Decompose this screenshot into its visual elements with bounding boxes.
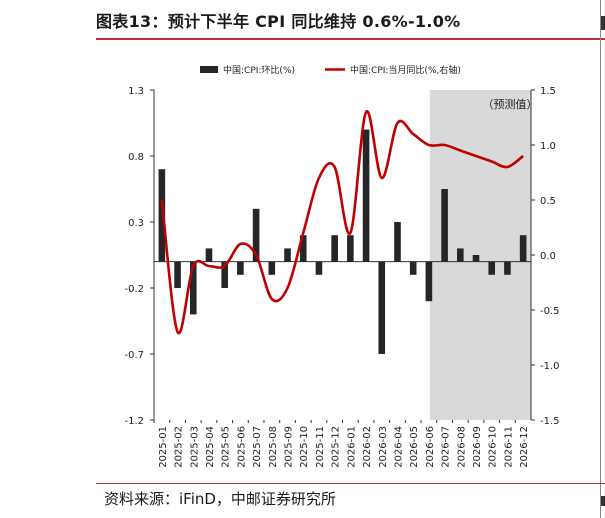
- bar-mom: [174, 261, 181, 288]
- x-tick-label: 2026-06: [425, 426, 436, 468]
- bar-mom: [299, 235, 307, 262]
- x-tick-label: 2025-01: [158, 426, 169, 468]
- x-tick-label: 2025-06: [236, 426, 247, 468]
- left-tick-label: 1.3: [128, 86, 144, 97]
- left-tick-label: -0.2: [124, 284, 144, 295]
- left-tick-label: 0.8: [128, 152, 144, 163]
- x-tick-label: 2025-12: [331, 426, 342, 468]
- legend-label-mom: 中国:CPI:环比(%): [223, 64, 295, 76]
- right-tick-label: 1.5: [540, 86, 556, 97]
- x-tick-label: 2026-11: [503, 426, 514, 468]
- x-tick-label: 2026-01: [346, 426, 357, 468]
- left-tick-label: -1.2: [124, 416, 144, 427]
- source-note: 资料来源：iFinD，中邮证券研究所: [104, 490, 336, 508]
- forecast-label: （预测值）: [483, 98, 538, 111]
- line-yoy: [160, 110, 524, 335]
- bar-mom: [441, 189, 448, 262]
- bar-mom: [237, 261, 244, 275]
- adjacent-panel-fragment-bottom: [601, 496, 605, 506]
- x-tick-label: 2025-11: [315, 426, 326, 468]
- x-tick-label: 2026-03: [378, 426, 389, 468]
- x-tick-label: 2025-07: [252, 426, 263, 468]
- bar-mom: [315, 261, 323, 275]
- bar-mom: [472, 255, 480, 262]
- bar-mom: [284, 248, 291, 262]
- bar-mom: [488, 261, 496, 275]
- x-tick-label: 2026-04: [393, 426, 404, 468]
- left-tick-label: 0.3: [128, 218, 144, 229]
- x-tick-label: 2026-05: [409, 426, 420, 468]
- right-tick-label: -1.0: [540, 361, 560, 372]
- bar-mom: [378, 261, 386, 354]
- bar-mom: [268, 261, 276, 275]
- x-tick-label: 2026-08: [456, 426, 467, 468]
- bar-mom: [347, 235, 354, 262]
- x-tick-label: 2026-12: [519, 426, 530, 468]
- right-tick-label: 1.0: [540, 141, 556, 152]
- page-edge-divider: [600, 0, 601, 518]
- x-tick-label: 2026-10: [488, 426, 499, 468]
- right-tick-label: -1.5: [540, 416, 560, 427]
- bar-mom: [394, 222, 401, 262]
- x-tick-label: 2025-10: [299, 426, 310, 468]
- bar-mom: [221, 261, 228, 288]
- x-tick-label: 2025-09: [284, 426, 295, 468]
- bar-mom: [425, 261, 433, 302]
- bar-mom: [252, 208, 260, 262]
- bar-mom: [205, 248, 213, 262]
- x-tick-label: 2025-04: [205, 426, 216, 468]
- bar-mom: [331, 235, 338, 262]
- x-tick-label: 2025-08: [268, 426, 279, 468]
- x-tick-label: 2026-07: [441, 426, 452, 468]
- bar-mom: [457, 248, 464, 262]
- legend-label-yoy: 中国:CPI:当月同比(%,右轴): [350, 64, 461, 76]
- x-tick-label: 2026-02: [362, 426, 373, 468]
- bar-mom: [362, 129, 370, 262]
- x-tick-label: 2025-03: [189, 426, 200, 468]
- chart-title: 图表13：预计下半年 CPI 同比维持 0.6%-1.0%: [96, 12, 461, 31]
- right-tick-label: -0.5: [540, 306, 560, 317]
- bar-mom: [409, 261, 417, 275]
- right-tick-label: 0.5: [540, 196, 556, 207]
- bar-mom: [158, 169, 166, 262]
- title-divider: [96, 38, 605, 40]
- x-tick-label: 2025-02: [174, 426, 185, 468]
- legend-swatch-mom: [200, 66, 218, 73]
- source-divider: [96, 483, 605, 484]
- x-tick-label: 2025-05: [221, 426, 232, 468]
- bar-mom: [189, 261, 197, 315]
- bar-mom: [504, 261, 511, 275]
- bar-mom: [519, 235, 527, 262]
- x-tick-label: 2026-09: [472, 426, 483, 468]
- right-tick-label: 0.0: [540, 251, 556, 262]
- adjacent-panel-fragment-top: [601, 16, 605, 30]
- left-tick-label: -0.7: [124, 350, 144, 361]
